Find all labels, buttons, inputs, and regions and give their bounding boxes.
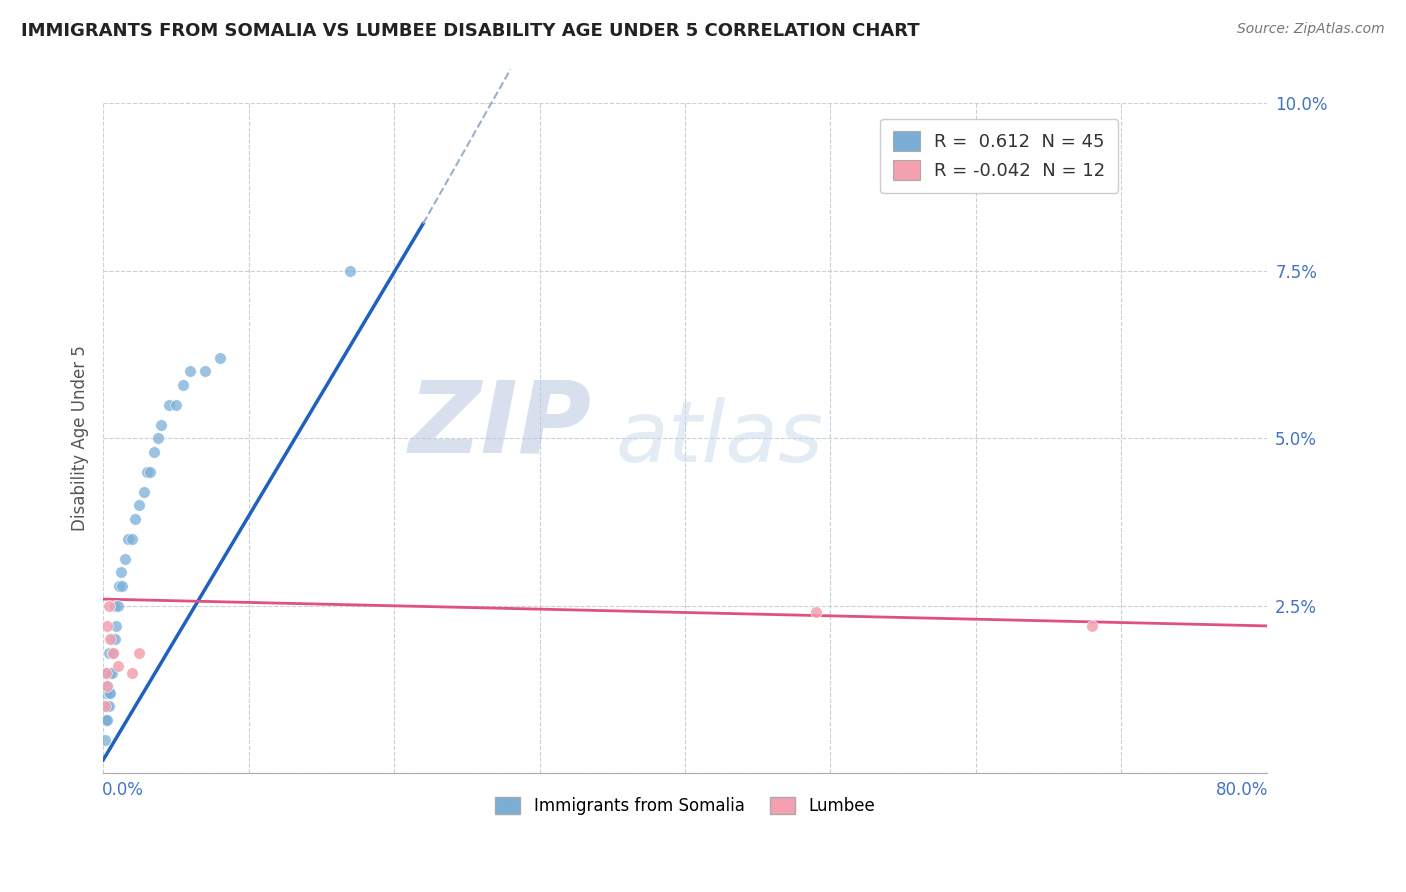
Point xyxy=(143,444,166,458)
Point xyxy=(94,699,117,714)
Point xyxy=(128,498,150,512)
Text: atlas: atlas xyxy=(616,397,823,480)
Point xyxy=(103,646,125,660)
Point xyxy=(107,599,129,613)
Point xyxy=(93,686,115,700)
Point xyxy=(100,632,122,647)
Point xyxy=(114,552,136,566)
Text: Source: ZipAtlas.com: Source: ZipAtlas.com xyxy=(1237,22,1385,37)
Point xyxy=(110,566,132,580)
Point xyxy=(97,646,120,660)
Point xyxy=(94,665,117,680)
Point xyxy=(94,713,117,727)
Point xyxy=(111,579,134,593)
Text: IMMIGRANTS FROM SOMALIA VS LUMBEE DISABILITY AGE UNDER 5 CORRELATION CHART: IMMIGRANTS FROM SOMALIA VS LUMBEE DISABI… xyxy=(21,22,920,40)
Point xyxy=(101,632,124,647)
Point xyxy=(132,484,155,499)
Point xyxy=(93,732,115,747)
Point xyxy=(100,686,122,700)
Point xyxy=(157,398,180,412)
Point xyxy=(117,532,139,546)
Point xyxy=(804,606,827,620)
Point xyxy=(105,619,128,633)
Point xyxy=(100,665,122,680)
Point xyxy=(93,699,115,714)
Point xyxy=(93,699,115,714)
Point xyxy=(96,665,118,680)
Point xyxy=(194,364,217,378)
Point xyxy=(339,263,361,277)
Point xyxy=(96,679,118,693)
Point xyxy=(93,713,115,727)
Point xyxy=(104,599,127,613)
Point xyxy=(96,679,118,693)
Point xyxy=(94,665,117,680)
Point xyxy=(94,686,117,700)
Point xyxy=(208,351,231,365)
Point xyxy=(97,686,120,700)
Point xyxy=(121,665,143,680)
Point xyxy=(124,511,146,525)
Text: ZIP: ZIP xyxy=(409,376,592,474)
Point xyxy=(96,699,118,714)
Text: 0.0%: 0.0% xyxy=(103,781,143,799)
Point xyxy=(108,579,131,593)
Point xyxy=(96,619,118,633)
Point xyxy=(101,665,124,680)
Point xyxy=(172,377,194,392)
Point xyxy=(1081,619,1104,633)
Point xyxy=(103,646,125,660)
Point xyxy=(107,659,129,673)
Point xyxy=(165,398,187,412)
Text: 80.0%: 80.0% xyxy=(1216,781,1268,799)
Point xyxy=(121,532,143,546)
Point xyxy=(96,713,118,727)
Point xyxy=(128,646,150,660)
Legend: Immigrants from Somalia, Lumbee: Immigrants from Somalia, Lumbee xyxy=(489,790,882,822)
Point xyxy=(148,431,170,445)
Point xyxy=(135,465,157,479)
Point xyxy=(97,699,120,714)
Y-axis label: Disability Age Under 5: Disability Age Under 5 xyxy=(72,345,89,531)
Point xyxy=(104,632,127,647)
Point xyxy=(97,599,120,613)
Point xyxy=(138,465,160,479)
Point xyxy=(150,417,173,432)
Point xyxy=(179,364,201,378)
